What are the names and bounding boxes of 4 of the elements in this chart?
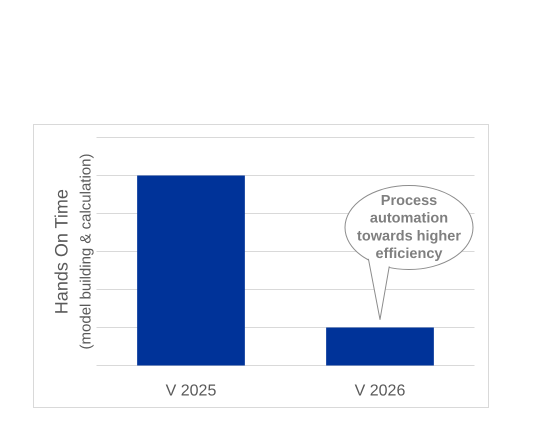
annotation: Process automation towards higher efficiency (357, 193, 462, 262)
y-axis-title: Hands On Time (model building & calculation) (52, 154, 94, 350)
x-tick-label: V 2026 (354, 382, 406, 400)
x-tick-label: V 2025 (166, 382, 216, 400)
